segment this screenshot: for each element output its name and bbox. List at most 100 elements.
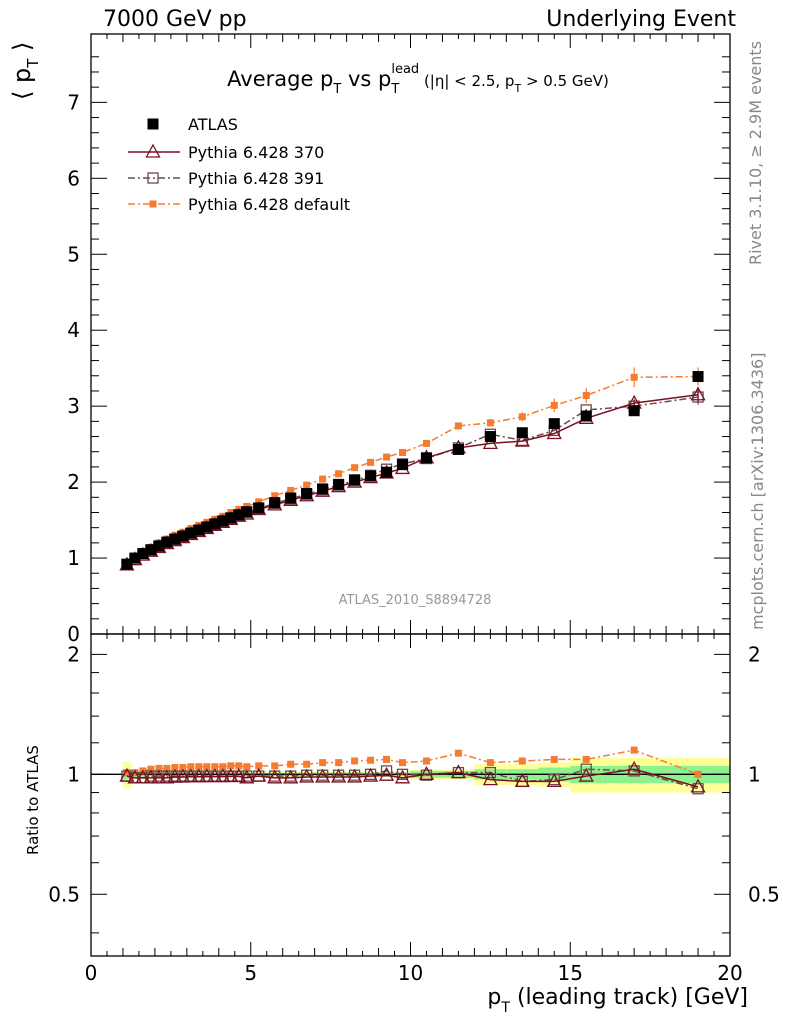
ratio-point [135,769,151,784]
ratio-point [486,759,494,767]
legend: ATLAS Pythia 6.428 370 Pythia 6.428 391 Pyt… [128,115,350,214]
data-point [241,506,253,518]
data-point [367,458,375,466]
ratio-point [235,762,243,770]
data-point [269,497,281,509]
data-point [161,536,173,548]
ratio-point [183,768,199,783]
y-tick-label: 6 [67,166,80,190]
ratio-y-tick-label-right: 2 [748,642,761,666]
ratio-point [315,768,331,783]
ratio-point [335,759,343,767]
data-point [209,518,221,530]
legend-marker [147,118,159,130]
x-tick-label: 10 [398,961,423,985]
x-tick-label: 20 [717,961,742,985]
ratio-point [163,764,171,772]
ratio-point [367,756,375,764]
data-point [397,459,409,471]
ratio-point [518,757,526,765]
data-point [217,515,229,527]
ratio-point [155,764,163,772]
ratio-point [450,764,467,779]
series-3 [123,367,702,567]
legend-entry-0: ATLAS [147,115,238,134]
series-1 [119,386,706,571]
data-point [287,486,295,494]
ratio-point [422,757,430,765]
y-tick-label: 2 [67,470,80,494]
y-tick-label: 4 [67,318,80,342]
data-point [399,448,407,456]
ratio-point [191,768,207,783]
ratio-point [454,749,462,757]
ratio-frame [90,633,731,957]
legend-label: Pythia 6.428 default [188,195,350,214]
data-point [129,552,141,564]
y-axis-label: ⟨ pT ⟩ [8,42,42,100]
data-point [333,478,345,490]
data-point [452,443,464,455]
ratio-y-tick-label: 1 [67,762,80,786]
ratio-point [159,769,175,784]
ratio-point [255,762,263,770]
data-point [514,432,530,447]
data-point [548,418,560,430]
mcplots-label: mcplots.cern.ch [arXiv:1306.3436] [748,352,767,630]
ratio-point [231,768,247,783]
ratio-point [119,767,135,782]
ratio-point [514,773,530,788]
x-tick-label: 0 [85,961,98,985]
data-point [177,530,189,542]
ratio-point [303,760,311,768]
x-axis-label: pT (leading track) [GeV] [487,985,748,1016]
legend-entry-1: Pythia 6.428 370 [128,143,324,162]
ratio-point [550,755,558,763]
main-watermark: ATLAS_2010_S8894728 [339,593,492,608]
legend-entry-2: Pythia 6.428 391 [128,169,324,188]
main-panel-data [119,367,706,571]
ratio-point [211,763,219,771]
ratio-point [143,769,159,784]
ratio-point [243,763,251,771]
ratio-point [546,773,562,788]
data-point [301,487,313,499]
data-point [303,481,311,489]
data-point [271,492,279,500]
data-point [580,410,592,422]
x-tick-label: 5 [244,961,257,985]
ratio-point [484,766,497,779]
ratio-y-tick-label-right: 1 [748,762,761,786]
ratio-point [123,769,131,777]
data-point [546,425,562,440]
ratio-point [396,768,409,780]
header-right: Underlying Event [546,7,736,32]
ratio-point [215,768,231,783]
series-line [126,375,699,564]
ratio-point [362,767,379,782]
y-tick-label: 5 [67,242,80,266]
ratio-point [287,760,295,768]
ratio-point [578,767,594,782]
ratio-point [271,762,279,770]
data-point [169,533,181,545]
data-point [381,466,393,478]
ratio-y-axis-label: Ratio to ATLAS [24,745,42,855]
ratio-point [690,778,706,793]
data-point [383,453,391,461]
ratio-point [187,763,195,771]
data-point [137,547,149,559]
data-point [690,386,706,401]
data-point [233,509,245,521]
main-title: Average pT vs pTlead (|η| < 2.5, pT > 0.… [227,62,609,97]
data-point [193,524,205,536]
legend-marker [147,172,159,184]
ratio-point [167,768,183,783]
ratio-series-0 [119,760,706,793]
data-point [201,521,213,533]
ratio-point [351,757,359,765]
series-2 [121,389,704,571]
data-point [335,470,343,478]
ratio-point [694,770,702,778]
